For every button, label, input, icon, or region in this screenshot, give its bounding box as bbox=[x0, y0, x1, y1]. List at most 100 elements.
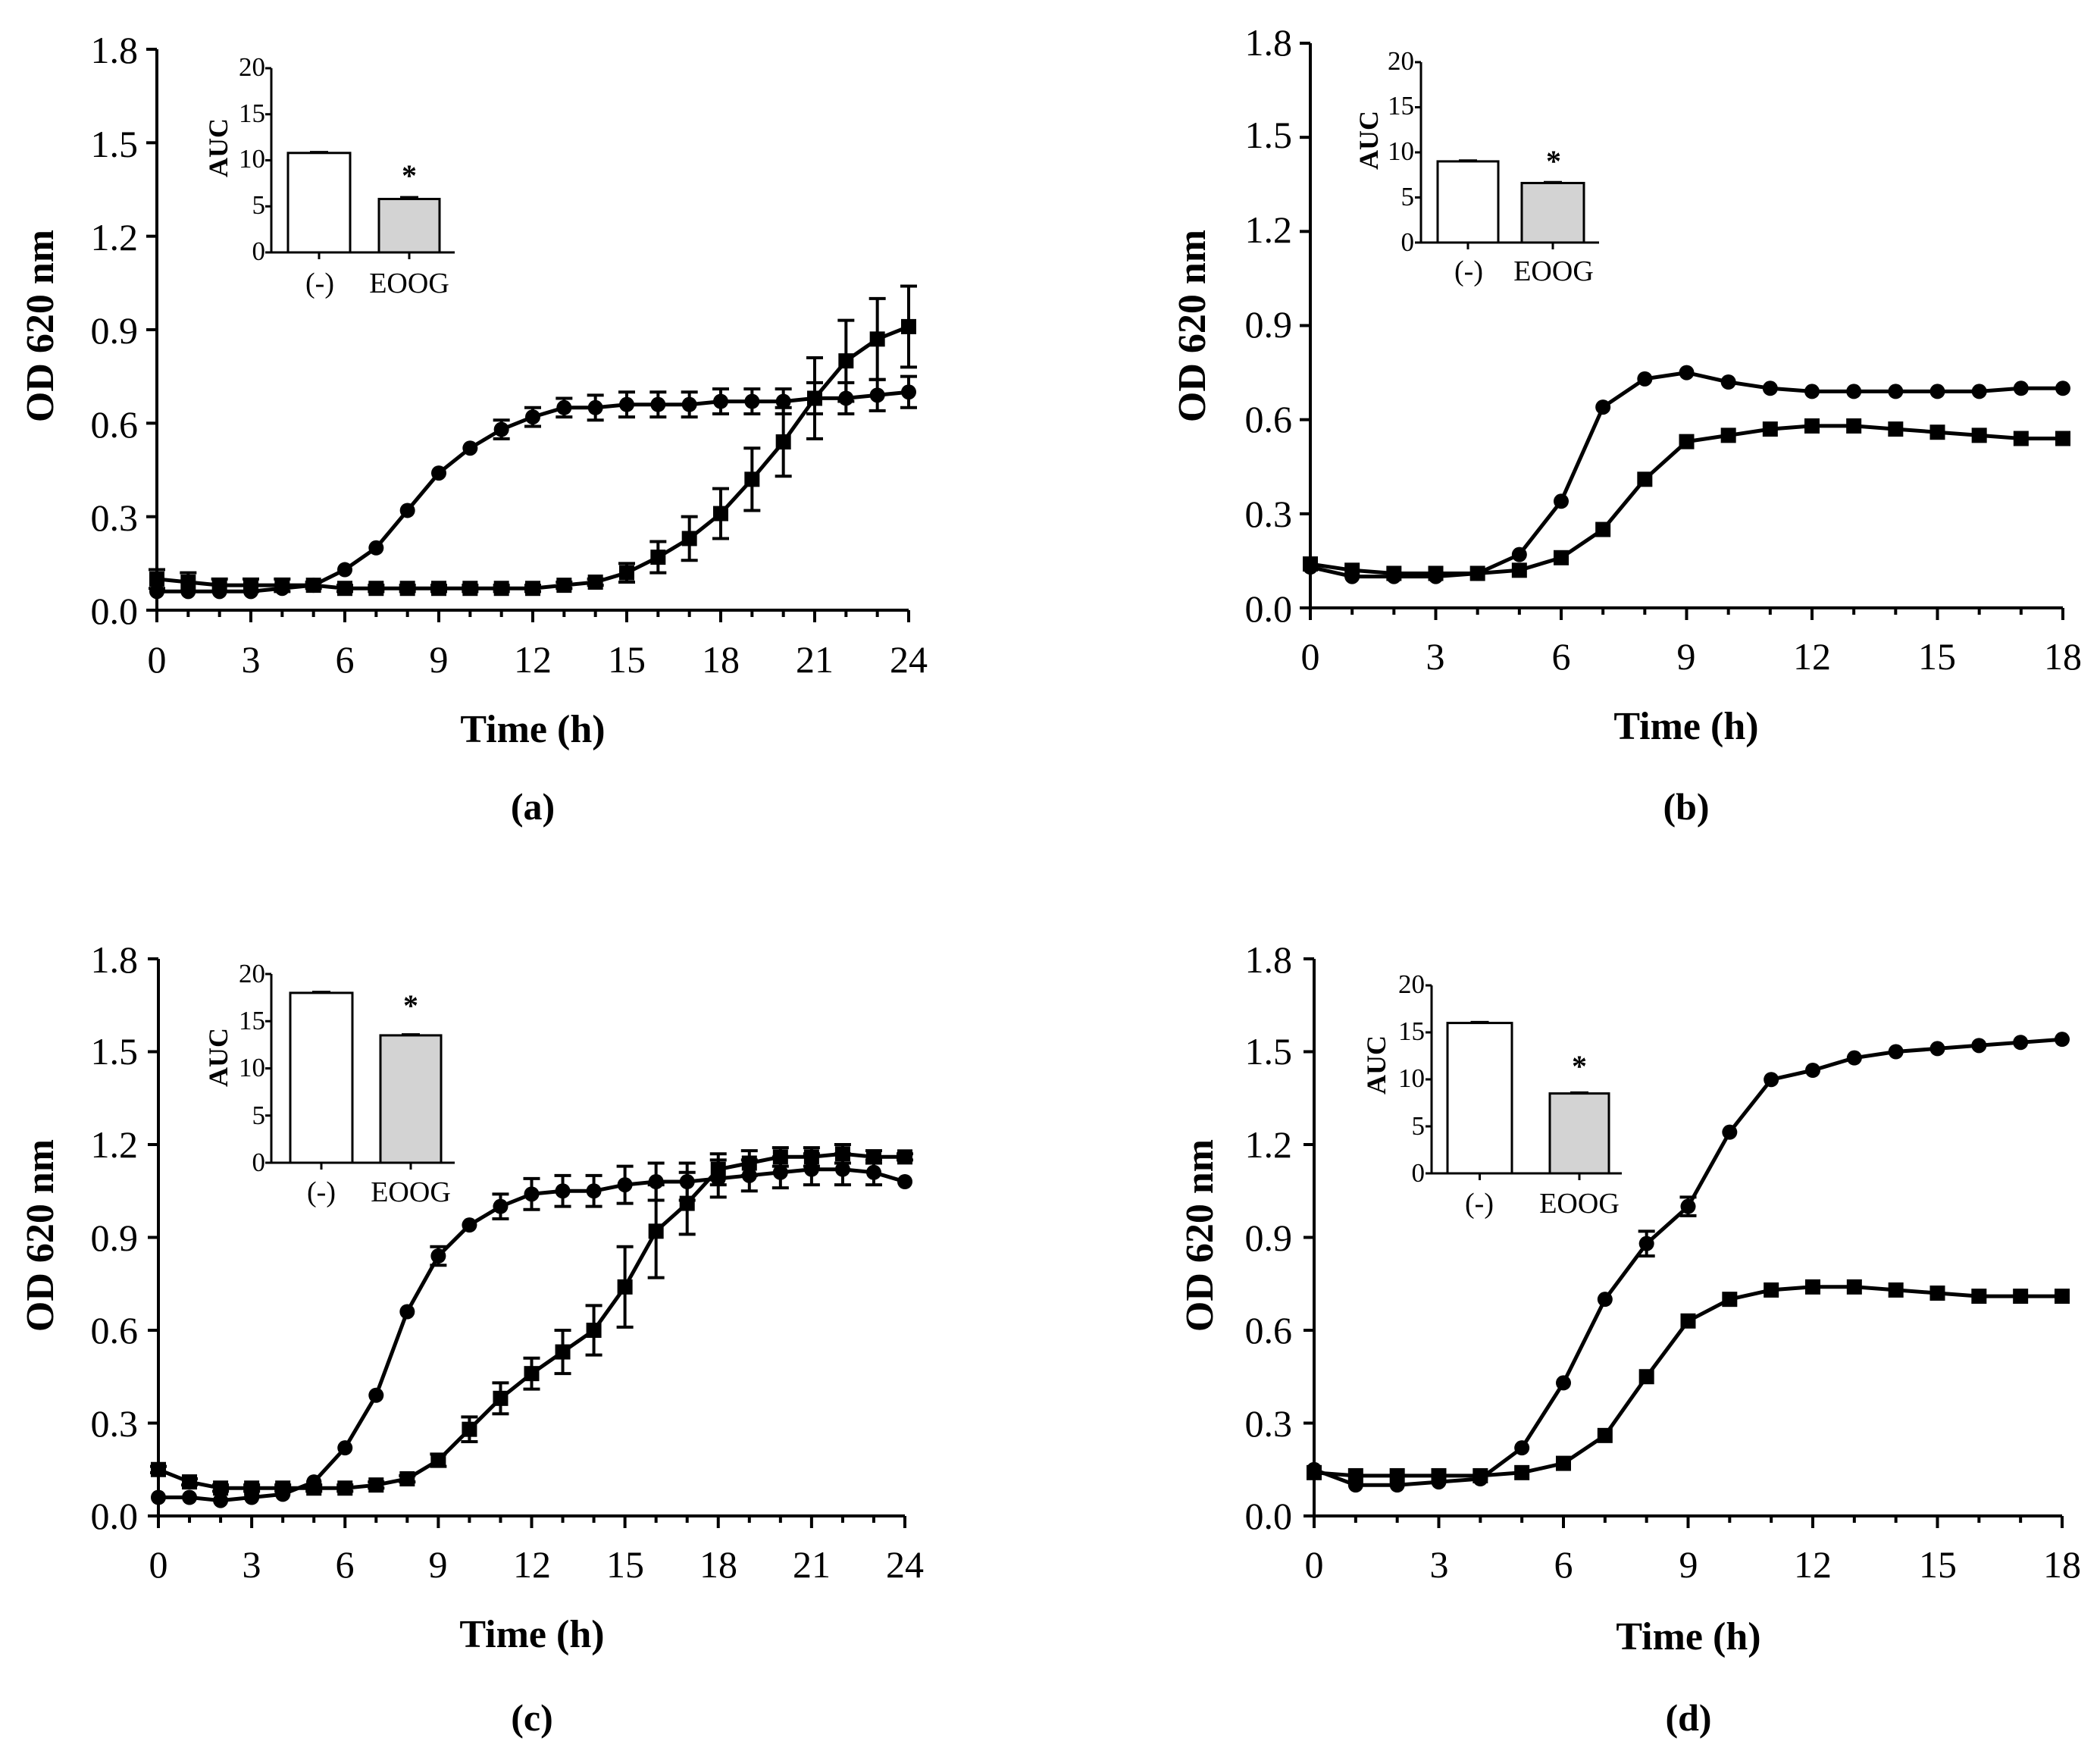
inset-y-tick-label: 20 bbox=[1388, 46, 1414, 76]
x-tick-label: 0 bbox=[1305, 1543, 1324, 1586]
data-point-square bbox=[149, 571, 164, 587]
data-point-circle bbox=[462, 440, 478, 456]
data-point-square bbox=[1344, 562, 1360, 578]
data-point-circle bbox=[834, 1161, 850, 1177]
x-tick-label: 0 bbox=[149, 1543, 168, 1586]
data-point-circle bbox=[2013, 1035, 2029, 1051]
data-point-circle bbox=[1764, 1072, 1779, 1088]
data-point-square bbox=[1595, 521, 1611, 537]
inset-y-title: AUC bbox=[1361, 1035, 1391, 1095]
data-point-circle bbox=[901, 384, 916, 400]
y-tick-label: 0.3 bbox=[1245, 493, 1293, 535]
data-point-circle bbox=[587, 399, 603, 415]
x-tick-label: 3 bbox=[1426, 635, 1445, 678]
x-axis-title: Time (h) bbox=[1613, 705, 1758, 748]
data-point-square bbox=[1846, 418, 1862, 434]
data-point-square bbox=[744, 471, 760, 487]
data-point-square bbox=[803, 1149, 819, 1165]
x-tick-label: 12 bbox=[513, 1543, 551, 1586]
data-point-circle bbox=[1971, 1038, 1987, 1054]
inset-category-label: EOOG bbox=[371, 1176, 451, 1208]
inset-bar-eoog bbox=[1548, 1092, 1610, 1175]
data-point-square bbox=[838, 353, 854, 369]
x-tick-label: 18 bbox=[2044, 635, 2082, 678]
y-tick-label: 1.8 bbox=[1245, 21, 1293, 64]
x-tick-label: 6 bbox=[1552, 635, 1571, 678]
data-point-square bbox=[1804, 418, 1820, 434]
data-point-circle bbox=[493, 1198, 509, 1214]
data-point-circle bbox=[2055, 381, 2070, 396]
data-point-square bbox=[617, 1279, 633, 1295]
x-tick-label: 3 bbox=[243, 1543, 261, 1586]
data-point-circle bbox=[1680, 1198, 1696, 1214]
x-axis-title: Time (h) bbox=[460, 708, 605, 751]
data-point-square bbox=[1473, 1467, 1488, 1483]
data-point-square bbox=[1511, 562, 1527, 578]
data-point-circle bbox=[1929, 384, 1945, 399]
inset-y-tick-label: 0 bbox=[1412, 1158, 1426, 1188]
x-tick-label: 18 bbox=[702, 638, 740, 681]
y-tick-label: 1.8 bbox=[91, 29, 139, 71]
y-tick-label: 1.2 bbox=[1245, 1123, 1293, 1166]
data-point-square bbox=[834, 1146, 850, 1162]
y-tick-label: 1.8 bbox=[1245, 938, 1293, 981]
data-point-square bbox=[1637, 471, 1653, 487]
data-point-square bbox=[1638, 1369, 1654, 1385]
data-point-circle bbox=[337, 562, 352, 578]
data-point-square bbox=[865, 1149, 881, 1165]
data-point-square bbox=[1554, 550, 1569, 565]
data-point-square bbox=[244, 1480, 260, 1496]
data-point-square bbox=[1762, 421, 1778, 437]
x-tick-label: 0 bbox=[1301, 635, 1320, 678]
data-point-circle bbox=[399, 503, 415, 518]
significance-star: * bbox=[402, 158, 417, 193]
inset-bar-control bbox=[286, 152, 352, 254]
data-point-square bbox=[525, 581, 540, 597]
x-tick-label: 0 bbox=[148, 638, 167, 681]
data-point-square bbox=[493, 581, 509, 597]
inset-category-label: (-) bbox=[1465, 1188, 1494, 1220]
y-tick-label: 0.6 bbox=[1245, 398, 1293, 440]
x-tick-label: 21 bbox=[796, 638, 834, 681]
data-point-circle bbox=[1888, 384, 1904, 399]
data-point-square bbox=[1888, 421, 1904, 437]
y-tick-label: 0.9 bbox=[1245, 1217, 1293, 1259]
data-point-circle bbox=[1722, 1124, 1738, 1140]
data-point-circle bbox=[1638, 1236, 1654, 1251]
data-point-square bbox=[306, 1480, 322, 1496]
y-tick-label: 0.6 bbox=[91, 1309, 139, 1351]
y-axis-title: OD 620 nm bbox=[1178, 1139, 1222, 1332]
data-point-square bbox=[681, 531, 697, 547]
data-point-circle bbox=[1679, 365, 1695, 381]
inset-y-tick-label: 5 bbox=[252, 1101, 266, 1130]
x-tick-label: 18 bbox=[2043, 1543, 2081, 1586]
data-point-square bbox=[555, 1344, 571, 1360]
x-tick-label: 24 bbox=[886, 1543, 924, 1586]
data-point-square bbox=[869, 331, 885, 347]
inset-y-tick-label: 20 bbox=[239, 52, 265, 82]
data-point-square bbox=[807, 390, 822, 406]
x-tick-label: 15 bbox=[608, 638, 646, 681]
x-tick-label: 6 bbox=[336, 1543, 355, 1586]
data-point-square bbox=[1722, 1292, 1738, 1308]
data-point-circle bbox=[865, 1164, 881, 1180]
inset-bar-eoog bbox=[379, 1034, 443, 1164]
y-tick-label: 1.5 bbox=[1245, 114, 1293, 156]
data-point-circle bbox=[1762, 381, 1778, 396]
inset-y-tick-label: 15 bbox=[1398, 1016, 1425, 1046]
data-point-circle bbox=[619, 396, 634, 412]
data-point-circle bbox=[431, 465, 446, 481]
data-point-circle bbox=[1805, 1063, 1820, 1078]
inset-y-tick-label: 10 bbox=[239, 1053, 265, 1082]
x-tick-label: 12 bbox=[514, 638, 552, 681]
data-point-square bbox=[430, 1452, 446, 1468]
data-point-square bbox=[1597, 1427, 1613, 1443]
y-tick-label: 1.5 bbox=[91, 123, 139, 165]
data-point-square bbox=[1680, 1313, 1696, 1329]
x-tick-label: 18 bbox=[699, 1543, 737, 1586]
data-point-circle bbox=[1846, 384, 1862, 399]
inset-y-tick-label: 15 bbox=[239, 99, 265, 128]
data-point-square bbox=[648, 1223, 664, 1239]
panel-a-marks bbox=[146, 48, 917, 622]
